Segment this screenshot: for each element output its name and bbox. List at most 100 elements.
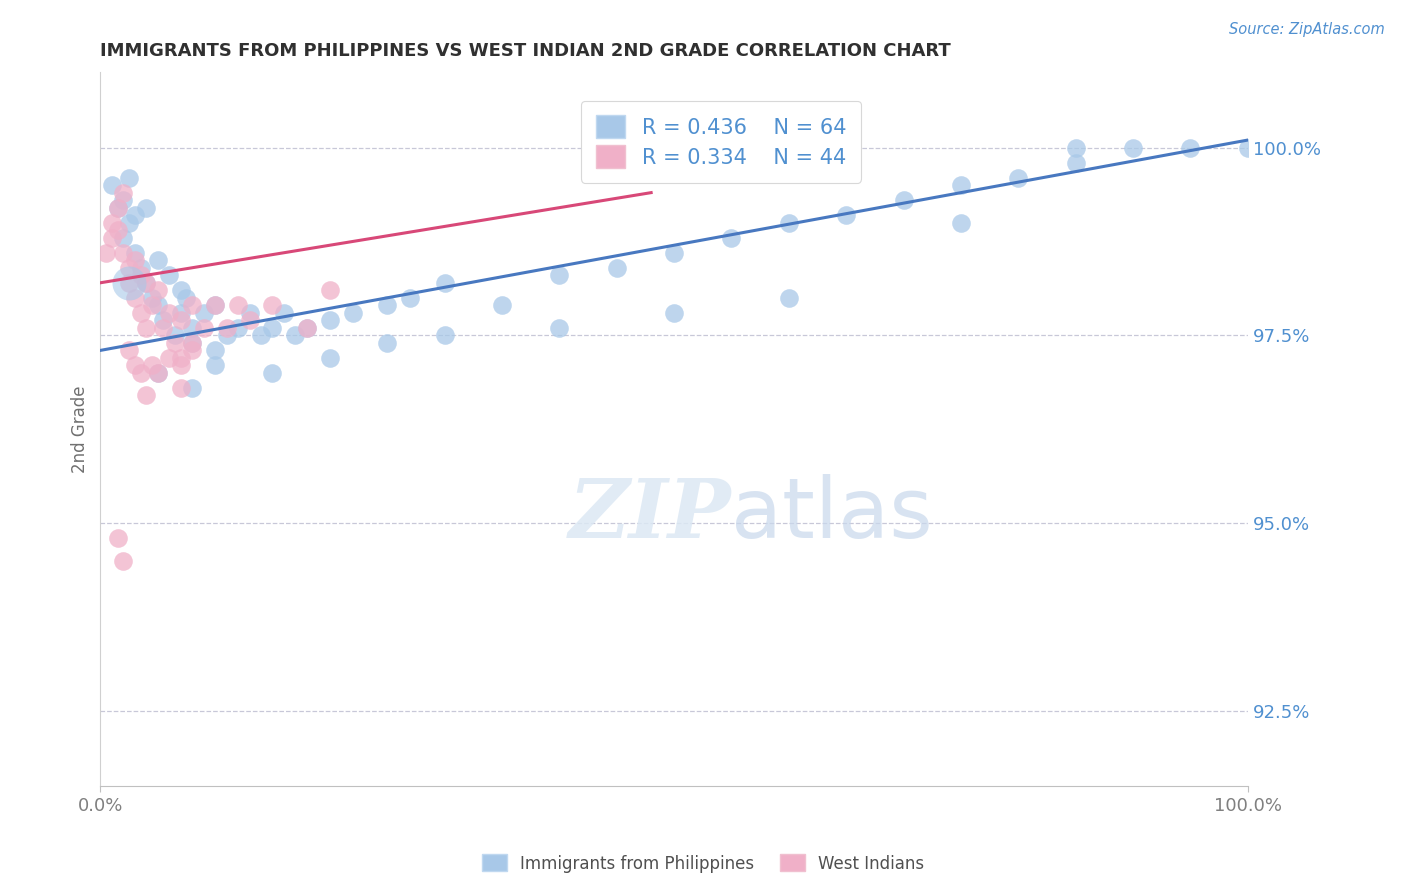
Point [157, 306, 180, 320]
Point [129, 366, 152, 380]
Point [101, 178, 124, 193]
Legend: Immigrants from Philippines, West Indians: Immigrants from Philippines, West Indian… [475, 847, 931, 880]
Point [835, 208, 858, 222]
Point [319, 351, 342, 365]
Point [273, 306, 295, 320]
Point [1007, 170, 1029, 185]
Point [250, 328, 273, 343]
Point [548, 321, 571, 335]
Point [141, 291, 163, 305]
Point [170, 351, 193, 365]
Text: Source: ZipAtlas.com: Source: ZipAtlas.com [1229, 22, 1385, 37]
Point [238, 306, 260, 320]
Point [1064, 155, 1087, 169]
Point [262, 321, 284, 335]
Point [135, 201, 157, 215]
Point [170, 283, 193, 297]
Point [262, 366, 284, 380]
Point [204, 359, 226, 373]
Point [226, 298, 249, 312]
Point [262, 298, 284, 312]
Point [163, 328, 186, 343]
Point [181, 335, 204, 350]
Point [238, 313, 260, 327]
Text: IMMIGRANTS FROM PHILIPPINES VS WEST INDIAN 2ND GRADE CORRELATION CHART: IMMIGRANTS FROM PHILIPPINES VS WEST INDI… [100, 42, 950, 60]
Point [893, 193, 915, 207]
Point [548, 268, 571, 283]
Point [94, 245, 117, 260]
Point [101, 230, 124, 244]
Point [157, 351, 180, 365]
Point [433, 328, 456, 343]
Point [215, 328, 238, 343]
Point [118, 216, 141, 230]
Point [181, 321, 204, 335]
Point [112, 186, 135, 200]
Point [101, 216, 124, 230]
Point [146, 283, 169, 297]
Point [129, 260, 152, 275]
Point [204, 298, 226, 312]
Point [319, 313, 342, 327]
Point [375, 335, 398, 350]
Point [152, 313, 174, 327]
Point [129, 268, 152, 283]
Point [170, 313, 193, 327]
Point [295, 321, 318, 335]
Point [193, 321, 215, 335]
Point [226, 321, 249, 335]
Point [778, 291, 800, 305]
Point [433, 276, 456, 290]
Point [720, 230, 742, 244]
Point [778, 216, 800, 230]
Point [135, 388, 157, 402]
Point [662, 245, 685, 260]
Point [118, 343, 141, 358]
Point [129, 306, 152, 320]
Point [170, 381, 193, 395]
Point [375, 298, 398, 312]
Point [342, 306, 364, 320]
Point [118, 260, 141, 275]
Point [606, 260, 628, 275]
Point [157, 268, 180, 283]
Point [124, 359, 146, 373]
Point [146, 366, 169, 380]
Point [176, 291, 198, 305]
Point [141, 298, 163, 312]
Point [1180, 140, 1202, 154]
Point [662, 306, 685, 320]
Point [135, 321, 157, 335]
Text: atlas: atlas [731, 475, 934, 556]
Point [152, 321, 174, 335]
Point [1064, 140, 1087, 154]
Point [118, 276, 141, 290]
Point [141, 359, 163, 373]
Point [107, 223, 129, 237]
Y-axis label: 2nd Grade: 2nd Grade [72, 385, 89, 473]
Point [107, 201, 129, 215]
Legend: R = 0.436    N = 64, R = 0.334    N = 44: R = 0.436 N = 64, R = 0.334 N = 44 [581, 101, 860, 183]
Point [170, 359, 193, 373]
Point [295, 321, 318, 335]
Point [491, 298, 513, 312]
Point [107, 531, 129, 545]
Point [146, 298, 169, 312]
Point [124, 291, 146, 305]
Point [163, 335, 186, 350]
Point [1237, 140, 1260, 154]
Point [124, 245, 146, 260]
Point [949, 178, 972, 193]
Point [107, 201, 129, 215]
Point [949, 216, 972, 230]
Point [112, 193, 135, 207]
Point [146, 253, 169, 268]
Point [215, 321, 238, 335]
Point [170, 306, 193, 320]
Point [112, 245, 135, 260]
Point [135, 276, 157, 290]
Text: ZIP: ZIP [569, 475, 731, 555]
Point [193, 306, 215, 320]
Point [124, 208, 146, 222]
Point [181, 335, 204, 350]
